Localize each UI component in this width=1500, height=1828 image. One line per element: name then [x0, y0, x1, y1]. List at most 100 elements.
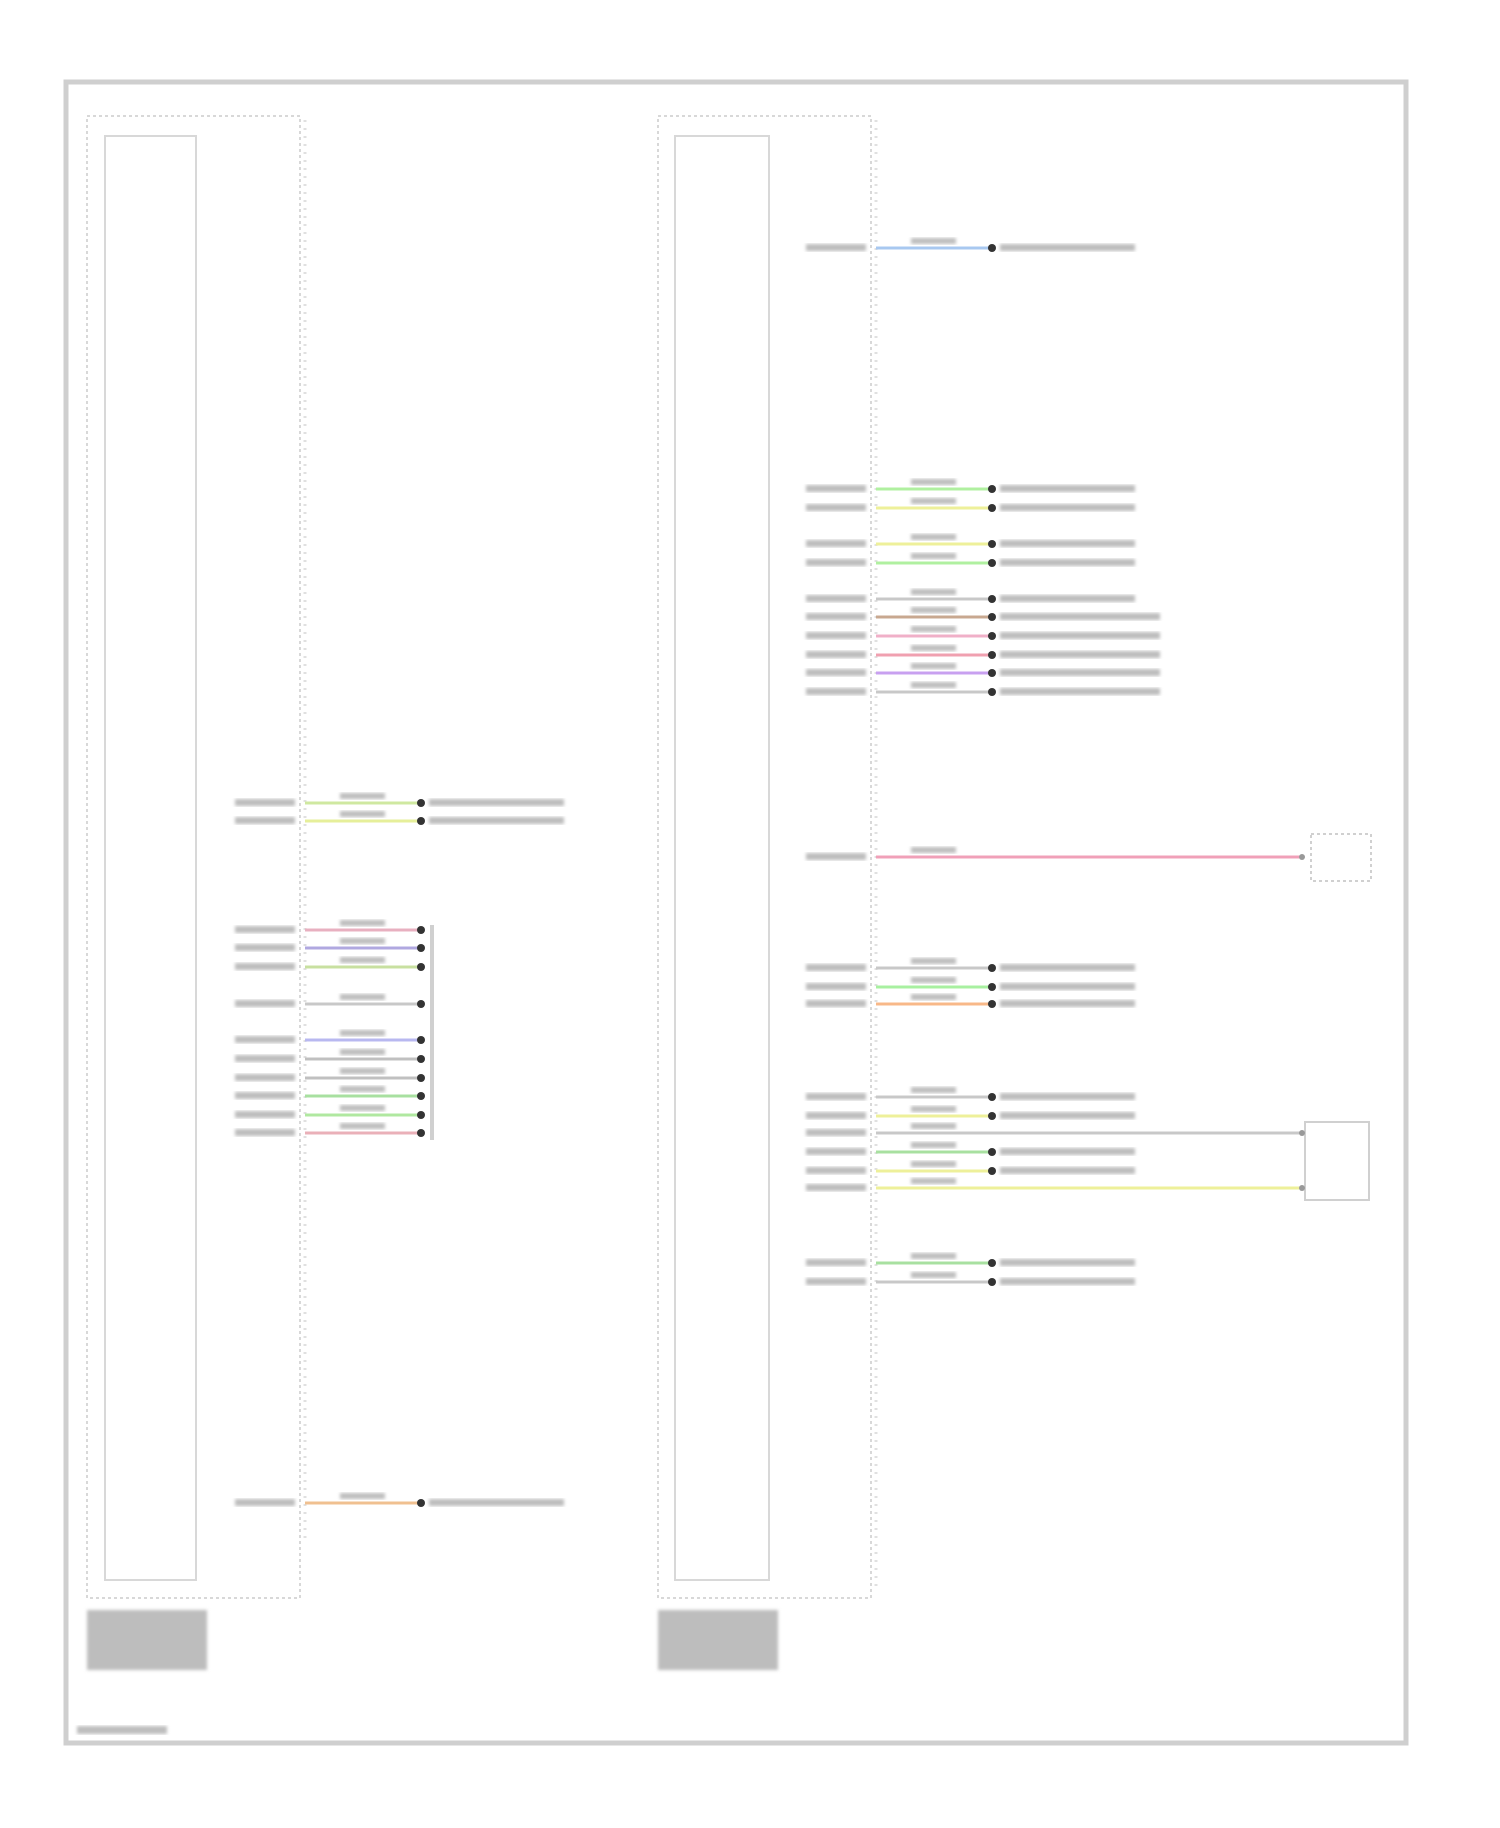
right-wire-color-label: [911, 682, 956, 688]
right-splice-dot: [988, 1259, 996, 1267]
right-splice-dot: [988, 613, 996, 621]
right-pin-label: [806, 632, 866, 639]
right-destination-label: [1000, 613, 1160, 620]
right-destination-label: [1000, 1093, 1135, 1100]
left-module-outline: [86, 115, 301, 1599]
right-pin-label: [806, 244, 866, 251]
right-destination-label: [1000, 559, 1135, 566]
right-wire-color-label: [911, 626, 956, 632]
right-wire-color-label: [911, 958, 956, 964]
component-pin: [1299, 854, 1305, 860]
right-wire-color-label: [911, 1123, 956, 1129]
right-wire-color-label: [911, 1106, 956, 1112]
wires: [235, 238, 1305, 1507]
right-wire-color-label: [911, 589, 956, 595]
left-pin-label: [235, 926, 295, 933]
right-destination-label: [1000, 1000, 1135, 1007]
left-pin-label: [235, 1092, 295, 1099]
right-pin-label: [806, 651, 866, 658]
left-pin-label: [235, 944, 295, 951]
right-wire-color-label: [911, 994, 956, 1000]
right-destination-label: [1000, 669, 1160, 676]
right-destination-label: [1000, 688, 1160, 695]
right-module-caption: [658, 1610, 778, 1670]
component-box-bottom: [1304, 1121, 1370, 1201]
right-pin-label: [806, 688, 866, 695]
right-pin-label: [806, 1184, 866, 1191]
right-splice-dot: [988, 1112, 996, 1120]
left-bracket: [430, 925, 434, 1140]
right-wire-color-label: [911, 1272, 956, 1278]
right-wire-color-label: [911, 1142, 956, 1148]
left-pin-label: [235, 817, 295, 824]
right-splice-dot: [988, 540, 996, 548]
right-splice-dot: [988, 559, 996, 567]
left-destination-label: [429, 799, 564, 806]
right-splice-dot: [988, 669, 996, 677]
left-pin-label: [235, 963, 295, 970]
right-destination-label: [1000, 983, 1135, 990]
right-destination-label: [1000, 540, 1135, 547]
right-splice-dot: [988, 688, 996, 696]
right-wire-color-label: [911, 1253, 956, 1259]
right-module-inner: [674, 135, 770, 1581]
left-wire-color-label: [340, 793, 385, 799]
right-wire-color-label: [911, 1087, 956, 1093]
right-destination-label: [1000, 485, 1135, 492]
right-pin-label: [806, 964, 866, 971]
left-splice-dot: [417, 1111, 425, 1119]
right-splice-dot: [988, 1278, 996, 1286]
right-pin-label: [806, 613, 866, 620]
right-pin-label: [806, 1167, 866, 1174]
right-wire-color-label: [911, 1178, 956, 1184]
left-wire-color-label: [340, 994, 385, 1000]
left-wire-color-label: [340, 1493, 385, 1499]
left-wire-color-label: [340, 1049, 385, 1055]
component-box-top: [1310, 833, 1372, 882]
right-splice-dot: [988, 651, 996, 659]
right-wire-color-label: [911, 479, 956, 485]
right-wire-color-label: [911, 498, 956, 504]
right-module: [657, 115, 1372, 1670]
right-wire-color-label: [911, 238, 956, 244]
right-pin-label: [806, 669, 866, 676]
left-pin-label: [235, 1074, 295, 1081]
right-destination-label: [1000, 504, 1135, 511]
left-module-caption: [87, 1610, 207, 1670]
right-pin-label: [806, 1259, 866, 1266]
right-destination-label: [1000, 651, 1160, 658]
right-destination-label: [1000, 595, 1135, 602]
right-pin-label: [806, 1093, 866, 1100]
right-destination-label: [1000, 244, 1135, 251]
left-wire-color-label: [340, 920, 385, 926]
right-wire-color-label: [911, 534, 956, 540]
left-pin-label: [235, 1000, 295, 1007]
right-wire-color-label: [911, 977, 956, 983]
left-pin-label: [235, 1129, 295, 1136]
right-splice-dot: [988, 1167, 996, 1175]
left-module: [77, 115, 434, 1734]
left-destination-label: [429, 1499, 564, 1506]
left-pin-label: [235, 1111, 295, 1118]
left-module-inner: [104, 135, 197, 1581]
right-splice-dot: [988, 485, 996, 493]
left-splice-dot: [417, 944, 425, 952]
right-pin-label: [806, 485, 866, 492]
diagram-frame: [63, 79, 1409, 1746]
right-pin-label: [806, 1000, 866, 1007]
right-pin-label: [806, 1148, 866, 1155]
left-splice-dot: [417, 1129, 425, 1137]
left-splice-dot: [417, 1055, 425, 1063]
right-pin-label: [806, 853, 866, 860]
component-pin: [1299, 1185, 1305, 1191]
right-pin-label: [806, 540, 866, 547]
right-destination-label: [1000, 1259, 1135, 1266]
right-wire-color-label: [911, 663, 956, 669]
right-splice-dot: [988, 1000, 996, 1008]
right-splice-dot: [988, 1148, 996, 1156]
right-wire-color-label: [911, 607, 956, 613]
right-pin-label: [806, 595, 866, 602]
left-wire-color-label: [340, 1030, 385, 1036]
left-pin-label: [235, 1036, 295, 1043]
right-pin-label: [806, 1112, 866, 1119]
